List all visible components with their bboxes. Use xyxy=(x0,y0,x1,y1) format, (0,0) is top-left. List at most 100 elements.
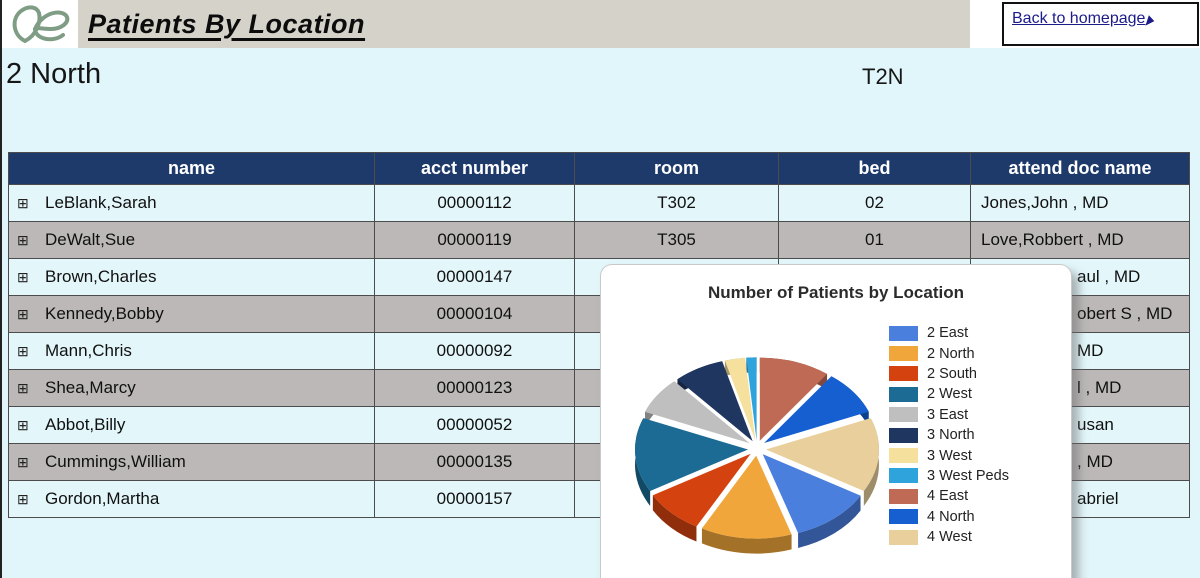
expand-row-button[interactable]: ⊞ xyxy=(17,306,29,322)
bed-cell: 02 xyxy=(778,184,971,222)
legend-item: 2 South xyxy=(889,364,1009,384)
legend-label: 3 North xyxy=(927,427,975,444)
patient-name-cell: ⊞ Gordon,Martha xyxy=(8,480,375,518)
patient-name-cell: ⊞ Shea,Marcy xyxy=(8,369,375,407)
legend-label: 2 North xyxy=(927,345,975,362)
legend-label: 4 West xyxy=(927,529,972,546)
expand-row-button[interactable]: ⊞ xyxy=(17,343,29,359)
legend-label: 2 East xyxy=(927,325,969,342)
patient-name-cell: ⊞ Kennedy,Bobby xyxy=(8,295,375,333)
col-header-room: room xyxy=(574,152,779,185)
pie-chart-panel: Number of Patients by Location 2 East 2 N… xyxy=(600,264,1072,578)
room-cell: T302 xyxy=(574,184,779,222)
acct-number-cell: 00000104 xyxy=(374,295,575,333)
chart-legend: 2 East 2 North 2 South 2 West 3 East 3 North 3… xyxy=(889,323,1009,547)
pie-slice-2-west xyxy=(635,418,749,491)
col-header-doc: attend doc name xyxy=(970,152,1190,185)
legend-item: 4 West xyxy=(889,527,1009,547)
pie-slice-2-south xyxy=(652,453,751,527)
legend-swatch xyxy=(889,529,918,545)
legend-swatch xyxy=(889,488,918,504)
patient-name-cell: ⊞ Brown,Charles xyxy=(8,258,375,296)
pie-slice-3-west xyxy=(724,357,756,441)
legend-swatch xyxy=(889,366,918,382)
legend-item: 4 East xyxy=(889,486,1009,506)
acct-number-cell: 00000119 xyxy=(374,221,575,259)
pie-slice-4-north xyxy=(764,376,869,443)
pie-slice-4-west xyxy=(765,418,879,491)
chart-title: Number of Patients by Location xyxy=(708,283,964,302)
location-code: T2N xyxy=(862,64,904,89)
expand-row-button[interactable]: ⊞ xyxy=(17,380,29,396)
legend-item: 2 East xyxy=(889,323,1009,343)
pie-slice-side xyxy=(652,495,697,542)
back-to-homepage-box: Back to homepage xyxy=(1002,2,1199,46)
legend-label: 3 East xyxy=(927,406,969,423)
legend-item: 4 North xyxy=(889,507,1009,527)
legend-item: 3 North xyxy=(889,425,1009,445)
table-header-row: name acct number room bed attend doc nam… xyxy=(8,152,1190,185)
legend-label: 3 West Peds xyxy=(927,467,1009,484)
acct-number-cell: 00000135 xyxy=(374,443,575,481)
col-header-bed: bed xyxy=(778,152,971,185)
legend-swatch xyxy=(889,386,918,402)
legend-item: 3 West xyxy=(889,445,1009,465)
legend-swatch xyxy=(889,346,918,362)
legend-swatch xyxy=(889,509,918,525)
attend-doc-cell: Jones,John , MD xyxy=(970,184,1190,222)
page-title: Patients By Location xyxy=(88,8,366,39)
acct-number-cell: 00000147 xyxy=(374,258,575,296)
acct-number-cell: 00000123 xyxy=(374,369,575,407)
pie-slice-side xyxy=(701,528,792,554)
room-cell: T305 xyxy=(574,221,779,259)
legend-swatch xyxy=(889,325,918,341)
legend-label: 4 East xyxy=(927,488,969,505)
pie-slice-4-east xyxy=(759,357,828,441)
pie-slice-3-east xyxy=(645,381,750,444)
bed-cell: 01 xyxy=(778,221,971,259)
pie-chart xyxy=(607,353,907,571)
table-row: ⊞ DeWalt,Sue 00000119 T305 01 Love,Robbert , … xyxy=(8,221,1190,259)
table-row: ⊞ LeBlank,Sarah 00000112 T302 02 Jones,John ,… xyxy=(8,184,1190,222)
expand-row-button[interactable]: ⊞ xyxy=(17,269,29,285)
logo-box xyxy=(2,0,78,48)
acct-number-cell: 00000092 xyxy=(374,332,575,370)
attend-doc-cell: Love,Robbert , MD xyxy=(970,221,1190,259)
back-to-homepage-link[interactable]: Back to homepage xyxy=(1012,10,1146,27)
leaf-logo-icon xyxy=(12,5,70,44)
legend-label: 2 West xyxy=(927,386,972,403)
title-band: Patients By Location xyxy=(78,0,970,48)
legend-swatch xyxy=(889,448,918,464)
col-header-acct: acct number xyxy=(374,152,575,185)
mouse-cursor-icon xyxy=(1145,15,1156,28)
top-bar: Patients By Location Back to homepage xyxy=(2,0,1200,48)
expand-row-button[interactable]: ⊞ xyxy=(17,491,29,507)
legend-swatch xyxy=(889,468,918,484)
acct-number-cell: 00000052 xyxy=(374,406,575,444)
expand-row-button[interactable]: ⊞ xyxy=(17,417,29,433)
pie-slice-3-west-peds xyxy=(746,357,757,441)
expand-row-button[interactable]: ⊞ xyxy=(17,195,29,211)
acct-number-cell: 00000157 xyxy=(374,480,575,518)
pie-chart-svg xyxy=(635,357,879,554)
legend-item: 3 West Peds xyxy=(889,466,1009,486)
legend-item: 2 West xyxy=(889,384,1009,404)
legend-swatch xyxy=(889,407,918,423)
legend-label: 2 South xyxy=(927,365,977,382)
legend-item: 2 North xyxy=(889,343,1009,363)
legend-item: 3 East xyxy=(889,405,1009,425)
legend-swatch xyxy=(889,427,918,443)
legend-label: 4 North xyxy=(927,508,975,525)
pie-slice-3-north xyxy=(677,361,753,442)
expand-row-button[interactable]: ⊞ xyxy=(17,454,29,470)
patient-name-cell: ⊞ DeWalt,Sue xyxy=(8,221,375,259)
legend-label: 3 West xyxy=(927,447,972,464)
acct-number-cell: 00000112 xyxy=(374,184,575,222)
pie-slice-side xyxy=(798,495,861,548)
expand-row-button[interactable]: ⊞ xyxy=(17,232,29,248)
patient-name-cell: ⊞ Abbot,Billy xyxy=(8,406,375,444)
patient-name-cell: ⊞ LeBlank,Sarah xyxy=(8,184,375,222)
pie-slice-2-east xyxy=(762,454,861,533)
col-header-name: name xyxy=(8,152,375,185)
